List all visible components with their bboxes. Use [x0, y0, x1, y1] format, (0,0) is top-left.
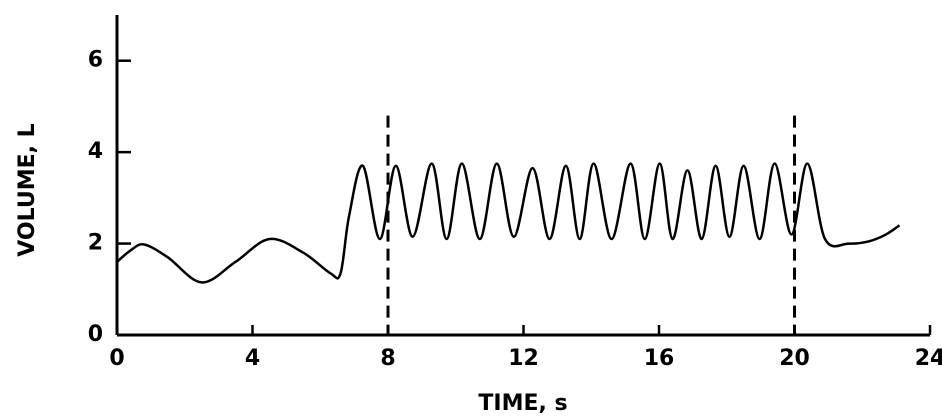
x-tick-label: 16	[644, 346, 675, 371]
x-tick-label: 24	[915, 346, 942, 371]
y-tick-label: 0	[88, 322, 103, 347]
y-tick-label: 6	[88, 48, 103, 73]
chart: TIME, s VOLUME, L 048121620240246	[0, 0, 942, 419]
x-tick-label: 12	[508, 346, 539, 371]
y-tick-label: 2	[88, 231, 103, 256]
x-tick-label: 20	[779, 346, 810, 371]
x-tick-label: 4	[245, 346, 260, 371]
x-axis-label: TIME, s	[478, 391, 567, 416]
y-tick-label: 4	[88, 139, 103, 164]
x-tick-label: 0	[109, 346, 124, 371]
page: TIME, s VOLUME, L 048121620240246 (() =>…	[0, 0, 942, 419]
x-tick-label: 8	[380, 346, 395, 371]
y-axis-label: VOLUME, L	[15, 123, 40, 256]
line	[117, 164, 900, 283]
